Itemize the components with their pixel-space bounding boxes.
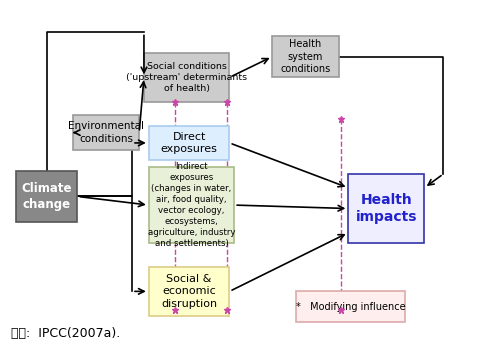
Text: Environmental
conditions: Environmental conditions (68, 121, 144, 144)
FancyBboxPatch shape (16, 171, 77, 222)
Text: *   Modifying influence: * Modifying influence (296, 302, 405, 312)
FancyBboxPatch shape (149, 126, 229, 160)
Text: Social conditions
('upstream' determinants
of health): Social conditions ('upstream' determinan… (126, 62, 247, 93)
FancyBboxPatch shape (296, 291, 405, 323)
Text: Health
system
conditions: Health system conditions (281, 39, 331, 74)
Text: Social &
economic
disruption: Social & economic disruption (161, 274, 217, 309)
FancyBboxPatch shape (149, 167, 234, 243)
Text: 자료:  IPCC(2007a).: 자료: IPCC(2007a). (11, 327, 120, 340)
FancyBboxPatch shape (272, 36, 339, 77)
FancyBboxPatch shape (348, 174, 424, 243)
FancyBboxPatch shape (149, 267, 229, 316)
FancyBboxPatch shape (144, 53, 229, 102)
Text: Indirect
exposures
(changes in water,
air, food quality,
vector ecology,
ecosyst: Indirect exposures (changes in water, ai… (148, 162, 235, 248)
FancyBboxPatch shape (73, 115, 139, 150)
Text: Direct
exposures: Direct exposures (161, 132, 217, 154)
Text: Climate
change: Climate change (22, 182, 72, 211)
Text: Health
impacts: Health impacts (356, 193, 417, 224)
